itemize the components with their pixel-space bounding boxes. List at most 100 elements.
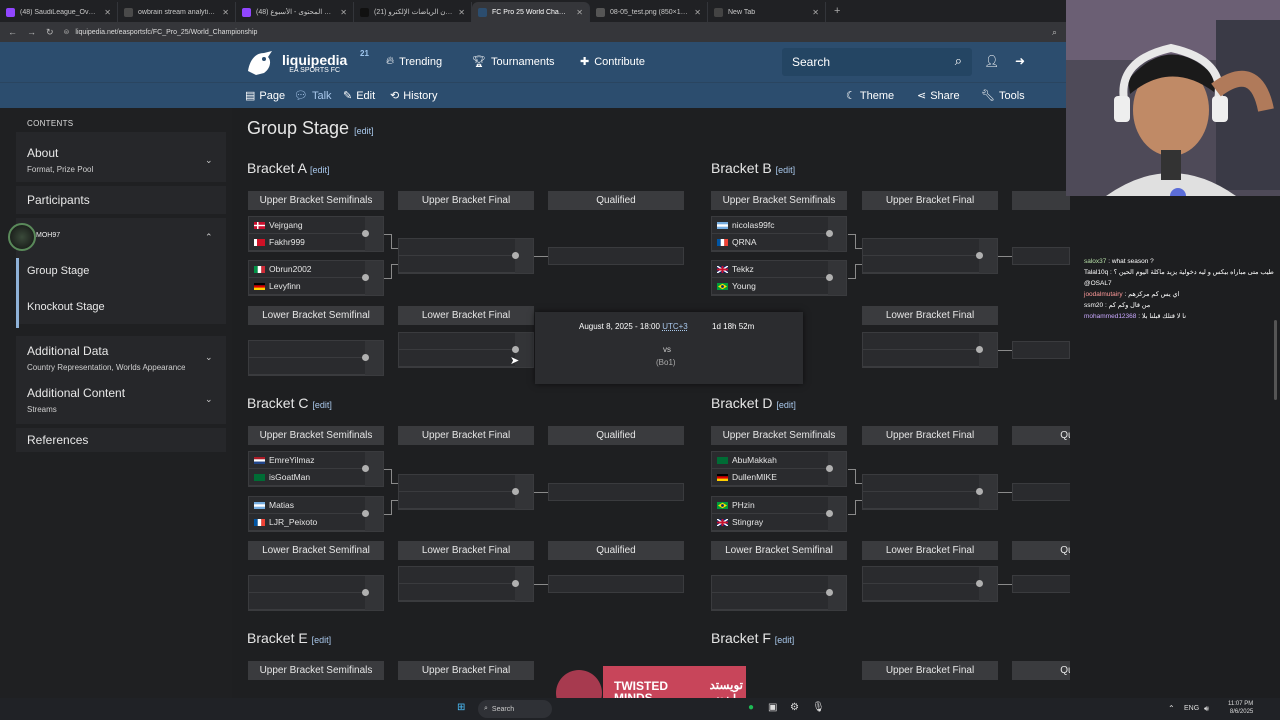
match-box[interactable]: Tekkz Young: [711, 260, 847, 296]
browser-tab[interactable]: 08-05_test.png (850×1063) ✕: [590, 2, 708, 22]
match-box-empty[interactable]: [862, 332, 998, 368]
sidebar-item-about[interactable]: About: [27, 146, 59, 160]
match-player[interactable]: Fakhr999: [249, 234, 383, 251]
scrollbar[interactable]: [1274, 320, 1277, 400]
spotify-icon[interactable]: ●: [748, 702, 755, 713]
tab-close-icon[interactable]: ✕: [104, 7, 111, 17]
edit-link[interactable]: [edit]: [776, 400, 796, 410]
tools-button[interactable]: 🔧︎ Tools: [981, 89, 1025, 103]
theme-button[interactable]: ☾ Theme: [846, 89, 894, 103]
match-player[interactable]: Matias: [249, 497, 383, 514]
match-info-icon[interactable]: [362, 230, 369, 237]
match-info-icon[interactable]: [362, 354, 369, 361]
site-info-icon[interactable]: ⊜: [63, 29, 70, 36]
match-info-icon[interactable]: [826, 510, 833, 517]
edit-tab[interactable]: ✎ Edit: [343, 89, 375, 103]
match-box-empty[interactable]: [711, 575, 847, 611]
wifi-icon[interactable]: ⌃: [1168, 704, 1175, 713]
browser-tab[interactable]: (48) SaudiLeague_Overwatch ✕: [0, 2, 118, 22]
edit-link[interactable]: [edit]: [354, 126, 374, 136]
match-player[interactable]: PHzin: [712, 497, 846, 514]
match-box-empty[interactable]: [248, 575, 384, 611]
settings-icon[interactable]: ⚙: [790, 702, 799, 713]
sidebar-item-about-sub[interactable]: Format, Prize Pool: [27, 165, 94, 174]
match-box-empty[interactable]: [862, 238, 998, 274]
search-icon[interactable]: ⌕: [954, 53, 962, 68]
reload-icon[interactable]: ↻: [46, 26, 54, 37]
app-icon[interactable]: ▣: [768, 702, 778, 713]
clock[interactable]: 11:07 PM 8/6/2025: [1228, 700, 1253, 716]
language-indicator[interactable]: ENG: [1184, 705, 1200, 712]
match-info-icon[interactable]: [362, 274, 369, 281]
history-tab[interactable]: ⟲ History: [390, 89, 437, 103]
new-tab-icon[interactable]: +: [834, 5, 841, 17]
browser-tab[interactable]: New Tab ✕: [708, 2, 826, 22]
match-box-empty[interactable]: [862, 566, 998, 602]
tab-close-icon[interactable]: ✕: [222, 7, 229, 17]
match-info-icon[interactable]: [826, 589, 833, 596]
match-box-empty[interactable]: [398, 474, 534, 510]
match-box[interactable]: EmreYilmaz isGoatMan: [248, 451, 384, 487]
browser-tab[interactable]: owbrain stream analytics & st ✕: [118, 2, 236, 22]
match-info-icon[interactable]: [826, 274, 833, 281]
match-info-icon[interactable]: [976, 252, 983, 259]
add-user-icon[interactable]: 👤︎: [984, 54, 1000, 68]
match-info-icon[interactable]: [826, 465, 833, 472]
nav-trending[interactable]: 🔥︎ Trending: [386, 55, 442, 68]
match-info-icon[interactable]: [512, 488, 519, 495]
match-info-icon[interactable]: [362, 465, 369, 472]
tab-close-icon[interactable]: ✕: [340, 7, 347, 17]
nav-tournaments[interactable]: 🏆︎ Tournaments: [472, 55, 555, 69]
match-info-icon[interactable]: [512, 346, 519, 353]
match-box-empty[interactable]: [398, 238, 534, 274]
match-info-icon[interactable]: [362, 510, 369, 517]
match-player[interactable]: Young: [712, 278, 846, 295]
sidebar-item-group-stage[interactable]: Group Stage: [27, 265, 90, 277]
edit-link[interactable]: [edit]: [312, 400, 332, 410]
match-player[interactable]: Stingray: [712, 514, 846, 531]
back-icon[interactable]: ←: [8, 27, 17, 37]
match-box-empty[interactable]: [398, 332, 534, 368]
match-player[interactable]: Levyfinn: [249, 278, 383, 295]
match-box[interactable]: Vejrgang Fakhr999: [248, 216, 384, 252]
search-input[interactable]: Search ⌕: [782, 48, 972, 76]
mic-icon[interactable]: 🎙︎: [812, 702, 825, 713]
edit-link[interactable]: [edit]: [310, 165, 330, 175]
match-player[interactable]: EmreYilmaz: [249, 452, 383, 469]
forward-icon[interactable]: →: [27, 27, 36, 37]
match-player[interactable]: Obrun2002: [249, 261, 383, 278]
edit-link[interactable]: [edit]: [311, 635, 332, 645]
site-logo[interactable]: liquipedia EA SPORTS FC 21: [244, 49, 369, 77]
browser-tab[interactable]: (21) ماكثون الرياضات الإلكترو ✕: [354, 2, 472, 22]
chevron-down-icon[interactable]: ⌄: [205, 155, 213, 165]
match-info-icon[interactable]: [826, 230, 833, 237]
match-box[interactable]: Matias LJR_Peixoto: [248, 496, 384, 532]
nav-contribute[interactable]: ✚ Contribute: [580, 55, 645, 69]
match-player[interactable]: nicolas99fc: [712, 217, 846, 234]
match-player[interactable]: DullenMIKE: [712, 469, 846, 486]
tab-close-icon[interactable]: ✕: [576, 7, 583, 17]
share-button[interactable]: ⋖ Share: [917, 89, 960, 103]
sidebar-item-additional-content-sub[interactable]: Streams: [27, 405, 57, 414]
windows-start-icon[interactable]: ⊞: [457, 702, 466, 713]
chevron-down-icon[interactable]: ⌄: [205, 394, 213, 404]
match-box-empty[interactable]: [862, 474, 998, 510]
browser-tab[interactable]: (48) دوري صناع المحتوى - الأسبوع ✕: [236, 2, 354, 22]
match-box-empty[interactable]: [248, 340, 384, 376]
match-info-icon[interactable]: [976, 580, 983, 587]
sidebar-item-references[interactable]: References: [27, 433, 89, 447]
chevron-up-icon[interactable]: ⌃: [205, 232, 213, 242]
zoom-search-icon[interactable]: ⌕: [1052, 26, 1058, 37]
talk-tab[interactable]: 💬︎ Talk: [294, 89, 332, 103]
sidebar-item-participants[interactable]: Participants: [27, 193, 90, 207]
match-info-icon[interactable]: [976, 488, 983, 495]
edit-link[interactable]: [edit]: [775, 165, 796, 175]
match-box[interactable]: AbuMakkah DullenMIKE: [711, 451, 847, 487]
tab-close-icon[interactable]: ✕: [812, 7, 819, 17]
match-info-icon[interactable]: [512, 580, 519, 587]
match-box-empty[interactable]: [398, 566, 534, 602]
match-info-icon[interactable]: [362, 589, 369, 596]
match-box[interactable]: Obrun2002 Levyfinn: [248, 260, 384, 296]
edit-link[interactable]: [edit]: [774, 635, 795, 645]
tab-close-icon[interactable]: ✕: [458, 7, 465, 17]
